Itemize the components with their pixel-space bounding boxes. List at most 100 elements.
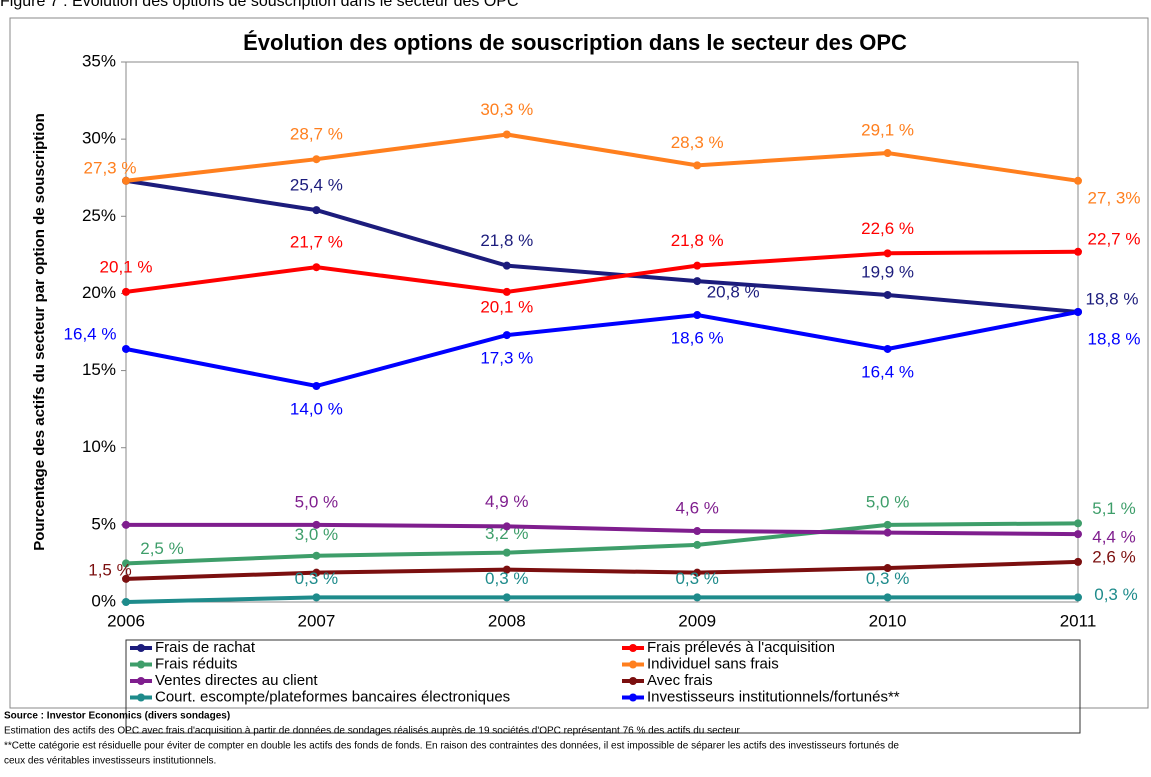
y-tick-label: 20% (82, 283, 116, 302)
data-label: 0,3 % (485, 569, 528, 588)
data-label: 0,3 % (866, 569, 909, 588)
data-point (1074, 530, 1082, 539)
y-tick-label: 30% (82, 129, 116, 148)
data-point (312, 593, 321, 602)
legend-label: Investisseurs institutionnels/fortunés** (647, 688, 900, 705)
legend-label: Ventes directes au client (155, 672, 318, 689)
data-point (693, 161, 702, 170)
y-tick-label: 0% (91, 591, 116, 610)
data-label: 25,4 % (290, 176, 343, 195)
data-point (693, 540, 702, 549)
y-axis-label: Pourcentage des actifs du secteur par op… (31, 113, 48, 551)
source-note: Source : Investor Economics (divers sond… (4, 711, 230, 722)
data-label: 20,1 % (100, 257, 153, 276)
series-line (125, 595, 1078, 604)
data-label: 5,0 % (295, 492, 338, 511)
legend-swatch-dot (629, 693, 637, 702)
y-tick-label: 10% (82, 437, 116, 456)
data-point (312, 551, 321, 560)
data-point (312, 520, 321, 529)
data-label: 29,1 % (861, 121, 914, 140)
data-point (883, 593, 892, 602)
data-label: 16,4 % (64, 324, 117, 343)
data-point (883, 528, 892, 537)
data-point (122, 176, 130, 185)
legend-label: Avec frais (647, 672, 713, 689)
data-point (1074, 176, 1082, 185)
series-line (125, 309, 1079, 389)
data-label: 3,0 % (295, 525, 338, 544)
series-line (125, 559, 1079, 581)
legend-swatch-dot (629, 677, 637, 685)
data-label: 14,0 % (290, 399, 343, 418)
data-label: 18,8 % (1088, 329, 1141, 348)
legend-swatch-dot (629, 644, 637, 652)
legend-box (125, 639, 1081, 734)
note: ceux des véritables investisseurs instit… (4, 756, 216, 767)
chart-border (9, 17, 1149, 709)
data-label: 19,9 % (861, 262, 914, 281)
data-point (883, 149, 892, 158)
data-label: 30,3 % (480, 100, 533, 119)
y-tick-label: 5% (91, 514, 116, 533)
legend-swatch-dot (137, 677, 145, 685)
data-point (1074, 307, 1082, 316)
data-label: 28,3 % (671, 133, 724, 152)
data-label: 16,4 % (861, 362, 914, 381)
x-tick-label: 2007 (297, 611, 335, 630)
data-label: 21,8 % (480, 231, 533, 250)
data-point (312, 155, 321, 164)
data-point (883, 249, 892, 258)
data-point (122, 520, 130, 529)
legend-label: Court. escompte/plateformes bancaires él… (155, 688, 510, 705)
x-tick-label: 2011 (1060, 611, 1097, 630)
data-label: 18,6 % (671, 329, 724, 348)
data-point (312, 263, 321, 272)
data-point (883, 520, 892, 529)
data-point (312, 568, 321, 577)
data-label: 18,8 % (1086, 289, 1139, 308)
data-point (693, 311, 702, 320)
data-point (502, 261, 511, 270)
data-label: 22,7 % (1088, 229, 1141, 248)
y-tick-label: 35% (82, 51, 116, 70)
data-label: 5,1 % (1092, 499, 1135, 518)
x-tick-label: 2008 (488, 611, 526, 630)
x-tick-label: 2009 (678, 611, 716, 630)
data-label: 4,6 % (675, 499, 718, 518)
data-point (122, 559, 130, 568)
series-line (125, 521, 1079, 566)
data-label: 27, 3% (1088, 188, 1141, 207)
series-line (125, 132, 1079, 183)
data-point (502, 331, 511, 340)
series-line (126, 522, 1079, 537)
data-point (693, 277, 702, 286)
data-point (693, 593, 702, 602)
legend-swatch-dot (137, 693, 145, 702)
data-label: 3,2 % (485, 524, 528, 543)
data-point (693, 261, 702, 270)
caption: Figure 7 : Évolution des options de sous… (0, 0, 519, 10)
series-line (125, 249, 1079, 294)
data-point (122, 574, 130, 583)
data-point (883, 564, 892, 573)
data-point (883, 344, 892, 353)
data-label: 17,3 % (480, 349, 533, 368)
data-label: 4,9 % (485, 492, 528, 511)
data-point (122, 287, 130, 296)
legend-swatch-dot (137, 644, 145, 652)
data-label: 20,8 % (707, 283, 760, 302)
data-point (1074, 557, 1082, 566)
data-point (1074, 247, 1082, 256)
data-point (502, 548, 511, 557)
data-label: 0,3 % (675, 569, 718, 588)
note: **Cette catégorie est résiduelle pour év… (4, 741, 899, 752)
data-point (312, 382, 321, 390)
x-tick-label: 2010 (869, 611, 907, 630)
chart-title: Évolution des options de souscription da… (243, 30, 907, 55)
y-tick-label: 15% (82, 360, 116, 379)
data-label: 1,5 % (88, 560, 131, 579)
data-label: 21,7 % (290, 233, 343, 252)
data-label: 22,6 % (861, 219, 914, 238)
data-label: 27,3 % (84, 158, 137, 177)
